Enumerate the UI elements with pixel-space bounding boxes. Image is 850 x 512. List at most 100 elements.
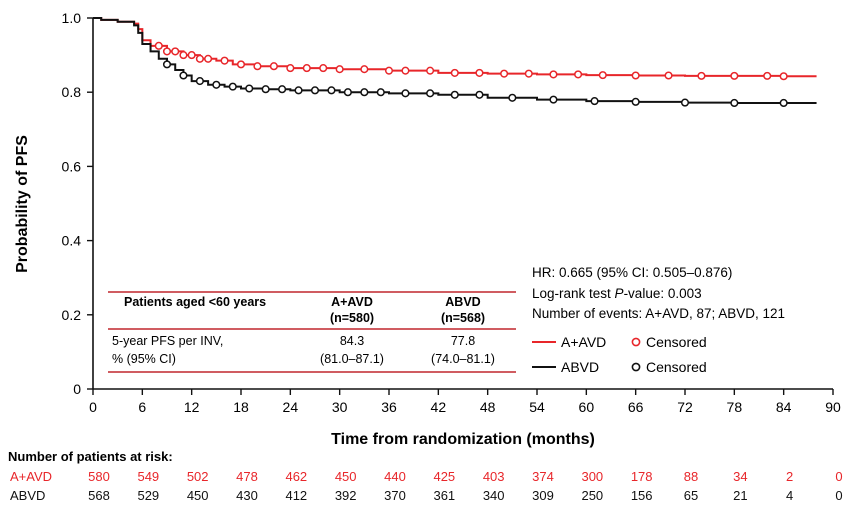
x-tick-label: 12 — [184, 399, 200, 415]
censored-marker-abvd — [450, 90, 459, 99]
censored-marker-aavd — [574, 70, 583, 79]
censored-marker-abvd — [212, 80, 221, 89]
censored-marker-abvd — [261, 85, 270, 94]
censored-marker-aavd — [204, 54, 213, 63]
risk-value-aavd: 374 — [532, 469, 554, 484]
risk-value-abvd: 370 — [384, 488, 406, 503]
censored-marker-abvd — [631, 97, 640, 106]
censored-marker-abvd — [730, 98, 739, 108]
risk-value-aavd: 88 — [684, 469, 698, 484]
x-tick-label: 78 — [727, 399, 743, 415]
table-ci-aavd: (81.0–87.1) — [320, 352, 384, 366]
censored-marker-abvd — [590, 97, 599, 106]
censored-marker-abvd — [680, 98, 690, 107]
table-header-aavd: A+AVD — [331, 295, 373, 309]
censored-marker-aavd — [171, 47, 180, 56]
censored-marker-abvd — [779, 98, 788, 108]
legend-aavd-censored-label: Censored — [646, 334, 707, 350]
risk-value-abvd: 450 — [187, 488, 209, 503]
x-tick-label: 48 — [480, 399, 496, 415]
risk-value-abvd: 361 — [433, 488, 455, 503]
censored-marker-abvd — [294, 86, 303, 95]
events-text: Number of events: A+AVD, 87; ABVD, 121 — [532, 306, 785, 321]
pfs-summary-table: Patients aged <60 years A+AVD ABVD (n=58… — [108, 291, 516, 373]
censored-marker-abvd — [245, 84, 254, 93]
censored-marker-abvd — [228, 82, 237, 91]
risk-value-aavd: 178 — [631, 469, 653, 484]
survival-curves — [93, 17, 817, 108]
censored-marker-aavd — [195, 54, 204, 63]
risk-value-aavd: 478 — [236, 469, 258, 484]
table-ci-abvd: (74.0–81.1) — [431, 352, 495, 366]
censored-marker-aavd — [179, 51, 188, 60]
risk-value-abvd: 250 — [581, 488, 603, 503]
censored-marker-aavd — [549, 70, 558, 79]
censored-marker-abvd — [278, 85, 287, 94]
x-tick-label: 66 — [628, 399, 644, 415]
censored-marker-aavd — [269, 62, 278, 71]
risk-value-aavd: 580 — [88, 469, 110, 484]
censored-marker-abvd — [508, 93, 517, 102]
legend-aavd-label: A+AVD — [561, 334, 606, 350]
censored-marker-abvd — [310, 86, 320, 95]
x-tick-label: 60 — [579, 399, 595, 415]
censored-marker-abvd — [376, 88, 385, 97]
legend-abvd-censored-marker — [631, 362, 641, 372]
x-tick-label: 42 — [431, 399, 447, 415]
x-tick-label: 72 — [677, 399, 693, 415]
legend: A+AVD Censored ABVD Censored — [532, 334, 707, 375]
censored-marker-abvd — [549, 95, 558, 104]
censored-marker-abvd — [360, 88, 369, 97]
censored-marker-abvd — [401, 89, 410, 98]
censored-marker-aavd — [500, 69, 509, 78]
censored-marker-aavd — [730, 71, 739, 80]
x-tick-label: 24 — [283, 399, 299, 415]
risk-value-abvd: 156 — [631, 488, 653, 503]
censored-marker-abvd — [426, 89, 435, 98]
risk-value-abvd: 309 — [532, 488, 554, 503]
censored-marker-aavd — [360, 65, 369, 74]
x-axis-label: Time from randomization (months) — [331, 431, 595, 448]
censored-marker-abvd — [195, 77, 204, 86]
y-tick-label: 0.2 — [62, 307, 82, 323]
censored-marker-aavd — [426, 66, 435, 75]
table-value-abvd: 77.8 — [451, 334, 475, 348]
risk-table: Number of patients at risk: A+AVD ABVD 5… — [8, 449, 843, 503]
risk-value-aavd: 462 — [285, 469, 307, 484]
risk-value-abvd: 21 — [733, 488, 747, 503]
risk-value-abvd: 412 — [285, 488, 307, 503]
y-tick-label: 1.0 — [62, 10, 82, 26]
y-tick-label: 0.4 — [62, 233, 82, 249]
series-line-abvd — [93, 17, 817, 104]
risk-value-abvd: 340 — [483, 488, 505, 503]
x-tick-label: 30 — [332, 399, 348, 415]
logrank-text: Log-rank test P-value: 0.003 — [532, 286, 702, 301]
censored-marker-abvd — [162, 60, 172, 69]
risk-value-aavd: 34 — [733, 469, 747, 484]
y-tick-label: 0.8 — [62, 84, 82, 100]
censored-marker-abvd — [327, 86, 336, 95]
risk-value-aavd: 549 — [137, 469, 159, 484]
legend-abvd-censored-label: Censored — [646, 359, 707, 375]
censored-marker-aavd — [319, 64, 328, 73]
risk-value-abvd: 4 — [786, 488, 793, 503]
risk-value-aavd: 502 — [187, 469, 209, 484]
risk-value-abvd: 0 — [835, 488, 842, 503]
censored-marker-aavd — [664, 71, 673, 80]
risk-row-label-aavd: A+AVD — [10, 469, 52, 484]
censored-marker-aavd — [162, 47, 172, 56]
censored-marker-aavd — [187, 51, 196, 60]
censored-marker-abvd — [475, 90, 484, 99]
table-n-aavd: (n=580) — [330, 311, 374, 325]
risk-value-abvd: 568 — [88, 488, 110, 503]
table-row-label-1: 5-year PFS per INV, — [112, 334, 223, 348]
x-tick-label: 84 — [776, 399, 792, 415]
censored-marker-aavd — [236, 60, 246, 69]
risk-value-aavd: 2 — [786, 469, 793, 484]
censored-marker-aavd — [335, 65, 344, 74]
risk-value-abvd: 65 — [684, 488, 698, 503]
risk-value-aavd: 440 — [384, 469, 406, 484]
censored-marker-aavd — [524, 69, 533, 78]
censored-marker-aavd — [450, 68, 459, 77]
axes: 0 0.2 0.4 0.6 0.8 1.0 0 6 12 18 24 30 36 42 48 54 60 66 7… — [14, 10, 841, 448]
